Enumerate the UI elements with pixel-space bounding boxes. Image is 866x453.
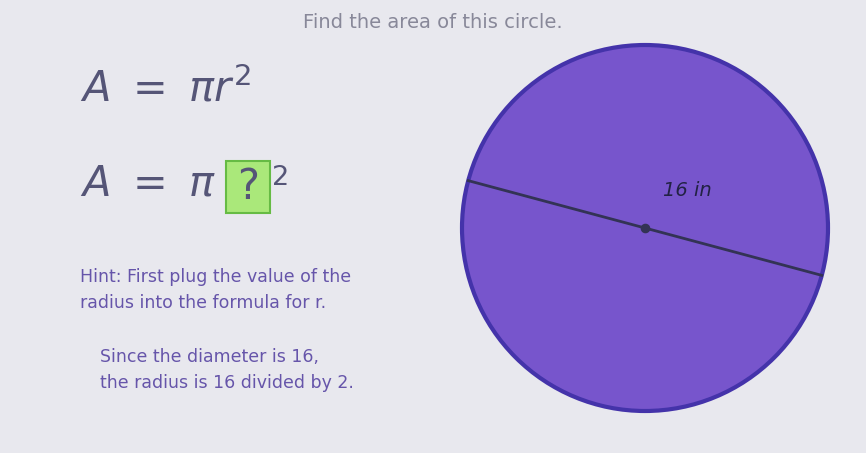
Text: $A\ =\ \pi r^{2}$: $A\ =\ \pi r^{2}$: [80, 68, 250, 111]
Text: 16 in: 16 in: [663, 181, 712, 200]
Text: ?: ?: [237, 166, 259, 208]
FancyBboxPatch shape: [226, 161, 270, 213]
Text: $A\ =\ \pi$: $A\ =\ \pi$: [80, 163, 216, 205]
Point: [638, 224, 652, 231]
Text: Since the diameter is 16,
the radius is 16 divided by 2.: Since the diameter is 16, the radius is …: [100, 348, 354, 392]
Circle shape: [462, 45, 828, 411]
Text: Hint: First plug the value of the
radius into the formula for r.: Hint: First plug the value of the radius…: [80, 268, 351, 313]
Text: Find the area of this circle.: Find the area of this circle.: [303, 13, 563, 32]
Text: 2: 2: [272, 165, 289, 191]
